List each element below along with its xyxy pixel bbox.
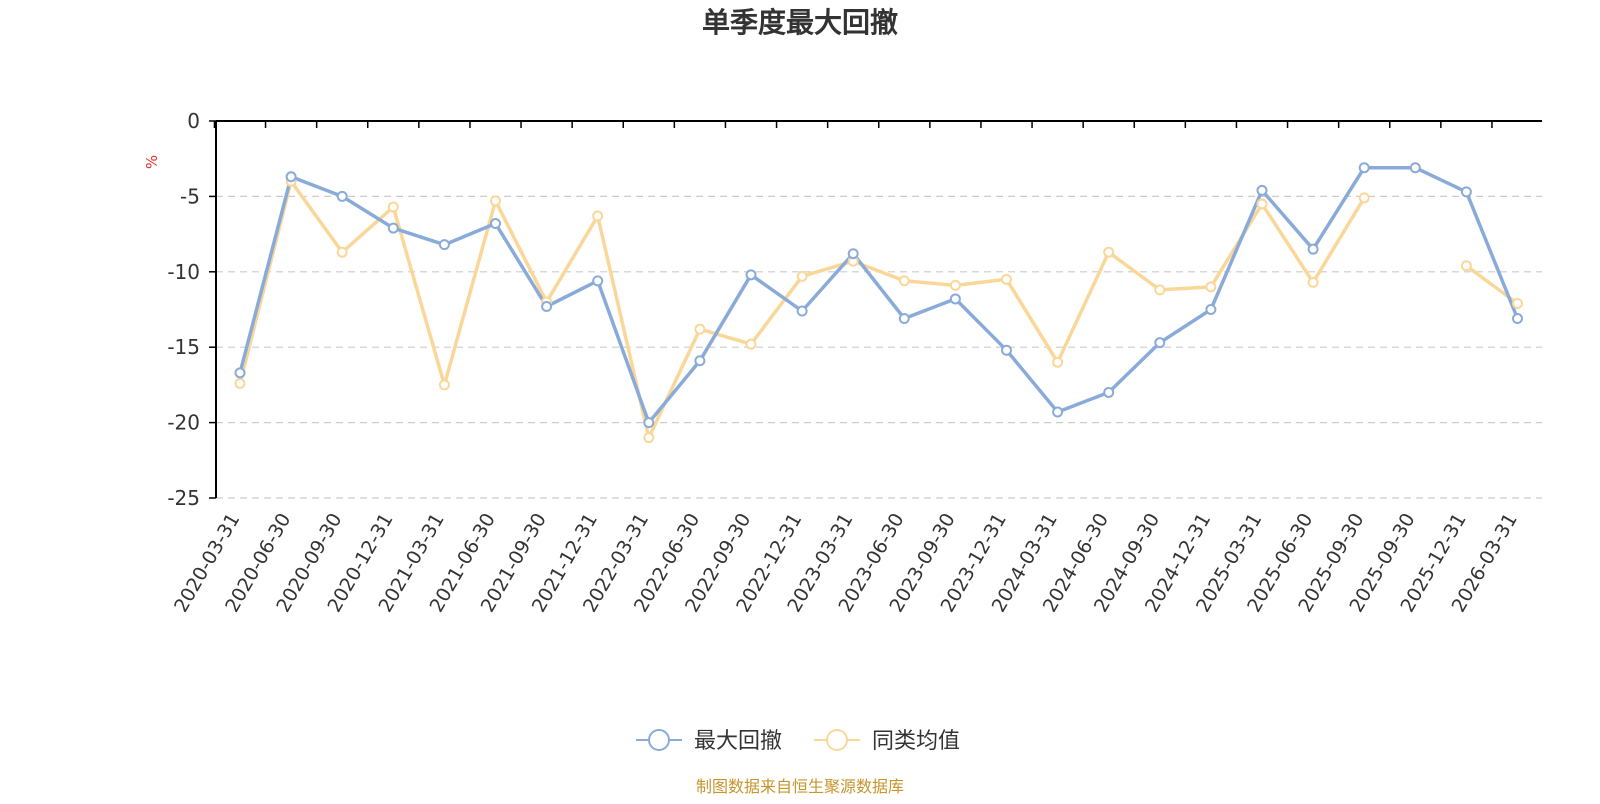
data-point <box>1409 162 1421 174</box>
data-point <box>898 275 910 287</box>
data-point <box>1460 260 1472 272</box>
data-point <box>898 313 910 325</box>
data-point <box>285 171 297 183</box>
data-point <box>745 269 757 281</box>
data-point <box>796 305 808 317</box>
legend-label: 最大回撤 <box>694 729 782 754</box>
data-point <box>1307 276 1319 288</box>
data-point <box>438 239 450 251</box>
y-tick-label: -15 <box>167 335 200 359</box>
y-tick-label: -5 <box>180 184 200 208</box>
y-tick-label: 0 <box>187 109 200 133</box>
data-point <box>1052 356 1064 368</box>
data-point <box>387 201 399 213</box>
axes <box>213 120 1542 498</box>
legend-label: 同类均值 <box>872 729 960 754</box>
data-point <box>1154 284 1166 296</box>
y-tick-label: -10 <box>167 260 200 284</box>
data-point <box>1205 281 1217 293</box>
chart-title: 单季度最大回撤 <box>702 6 898 39</box>
data-point <box>541 300 553 312</box>
data-point <box>1307 243 1319 255</box>
data-point <box>1460 186 1472 198</box>
data-point <box>1512 297 1523 309</box>
data-point <box>1358 162 1370 174</box>
legend-item-max-drawdown[interactable]: 最大回撤 <box>636 729 782 754</box>
legend[interactable]: 最大回撤 同类均值 <box>636 729 960 754</box>
data-point <box>949 279 961 291</box>
data-point <box>387 222 399 234</box>
y-tick-label: -20 <box>167 411 200 435</box>
data-point <box>490 195 501 207</box>
legend-swatch-marker <box>648 729 670 751</box>
data-point <box>1103 246 1115 258</box>
data-point <box>1001 344 1012 356</box>
data-point <box>592 275 604 287</box>
x-tick-labels: 2020-03-312020-06-302020-09-302020-12-31… <box>170 510 1522 617</box>
data-point <box>1358 192 1370 204</box>
data-point <box>745 338 757 350</box>
data-point <box>1103 386 1115 398</box>
data-point <box>1205 304 1217 315</box>
data-point <box>490 218 501 230</box>
data-point <box>1052 406 1064 418</box>
data-point <box>949 293 961 305</box>
series-line <box>238 165 1520 425</box>
data-point <box>643 432 655 444</box>
data-point <box>1001 273 1012 285</box>
data-point <box>336 190 348 202</box>
y-tick-labels: 0 -5 -10 -15 -20 -25 <box>167 109 200 510</box>
y-axis-unit: % <box>143 155 161 169</box>
data-point <box>234 377 246 389</box>
data-point <box>643 417 655 429</box>
legend-item-peer-average[interactable]: 同类均值 <box>814 729 960 754</box>
series-group <box>234 162 1523 444</box>
data-point <box>1256 198 1268 210</box>
data-point <box>1256 184 1268 196</box>
data-point <box>1512 313 1523 325</box>
data-point <box>336 246 348 258</box>
gridlines <box>209 120 1542 499</box>
data-point <box>1154 337 1166 349</box>
data-point <box>592 210 604 222</box>
data-point <box>694 323 706 335</box>
legend-swatch-marker <box>826 729 848 751</box>
y-tick-label: -25 <box>167 486 200 510</box>
series-line <box>238 179 1519 440</box>
data-point <box>694 355 706 367</box>
data-point <box>847 248 859 260</box>
data-point <box>438 379 450 391</box>
data-source-note: 制图数据来自恒生聚源数据库 <box>696 777 904 796</box>
data-point <box>234 367 246 379</box>
data-point <box>796 270 808 282</box>
